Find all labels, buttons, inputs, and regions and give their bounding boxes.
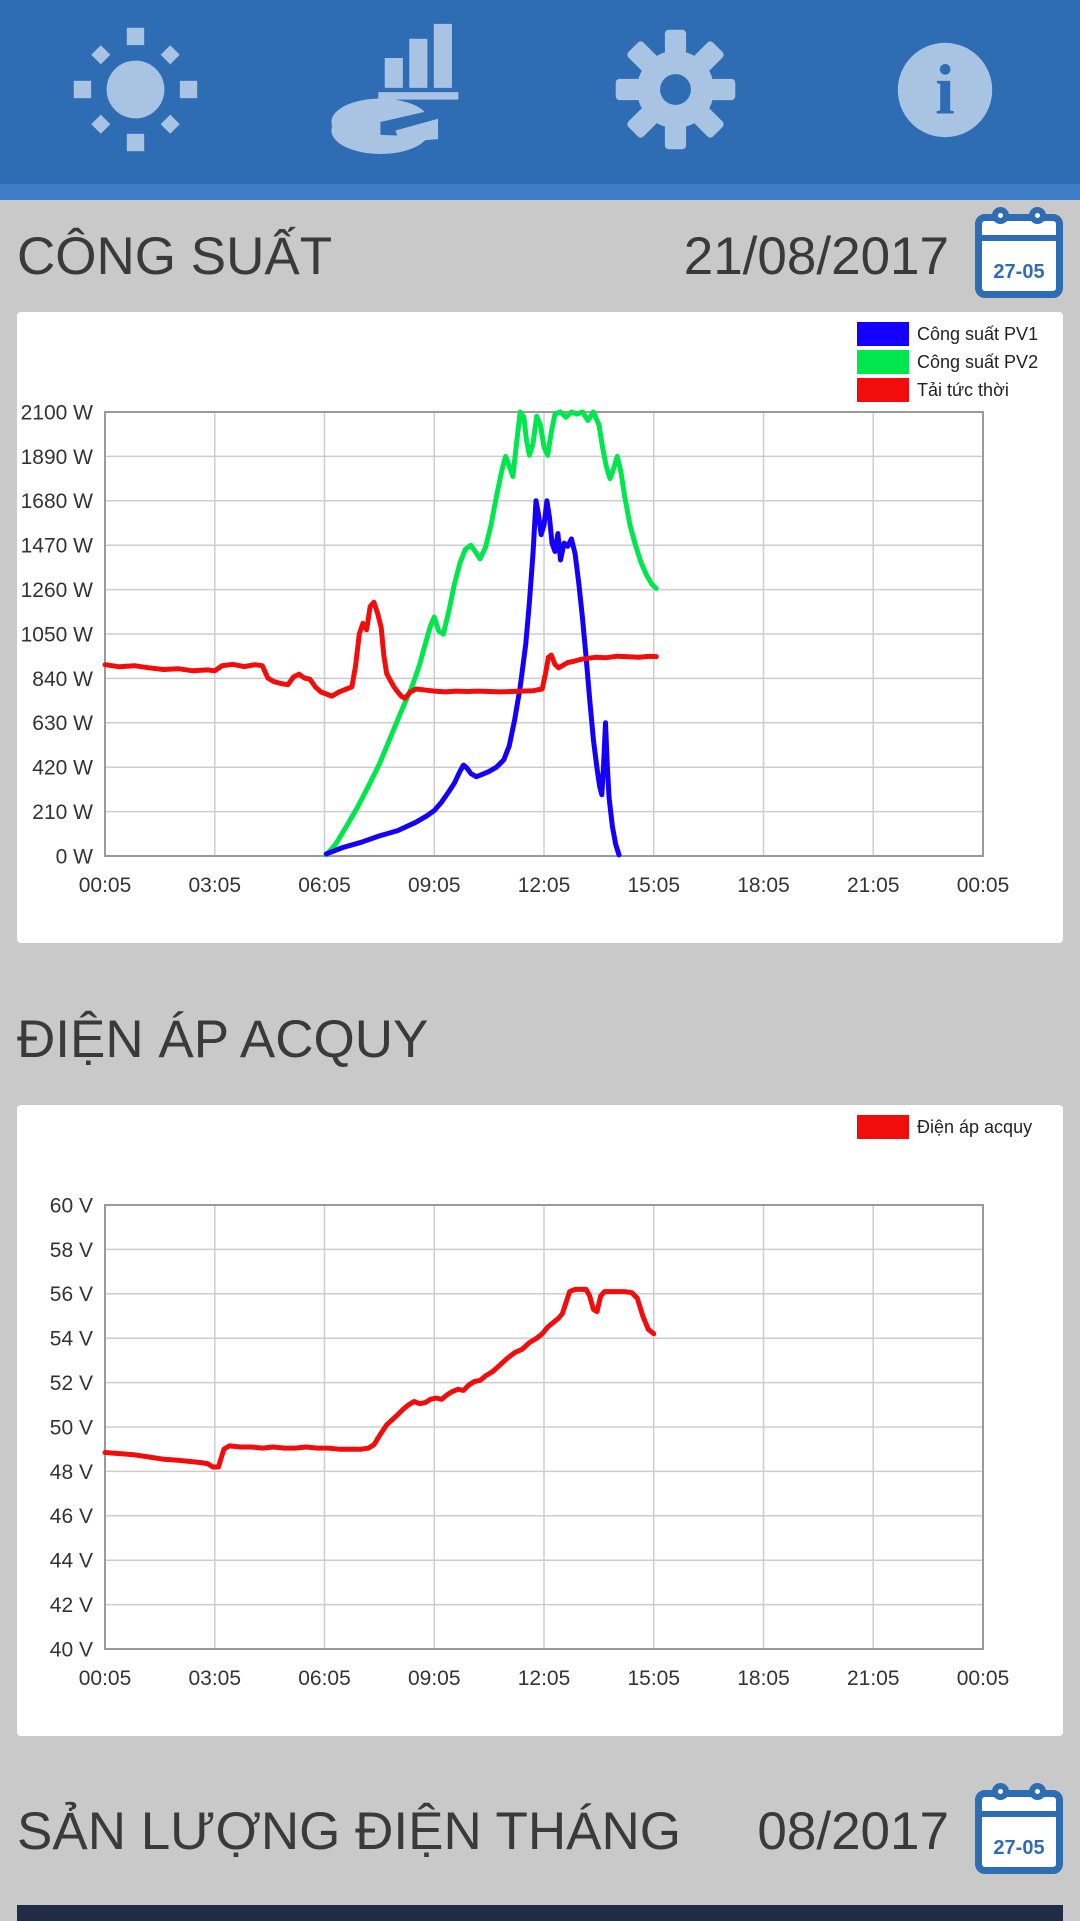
legend-item: Công suất PV1 — [857, 322, 1038, 346]
svg-text:420 W: 420 W — [32, 757, 93, 780]
power-chart-legend: Công suất PV1 Công suất PV2 Tải tức thời — [857, 322, 1038, 406]
next-chart-peek — [17, 1905, 1063, 1921]
svg-text:2100 W: 2100 W — [21, 401, 94, 424]
svg-text:58 V: 58 V — [50, 1239, 93, 1262]
legend-swatch — [857, 322, 909, 346]
svg-text:50 V: 50 V — [50, 1416, 93, 1439]
nav-settings-button[interactable] — [540, 0, 810, 184]
svg-text:21:05: 21:05 — [847, 874, 900, 897]
svg-text:00:05: 00:05 — [79, 874, 132, 897]
svg-text:i: i — [935, 51, 955, 129]
legend-label: Công suất PV2 — [917, 351, 1039, 372]
nav-home-button[interactable] — [0, 0, 270, 184]
power-chart-card: 0 W 210 W 420 W 630 W 840 W 1050 W 1260 W 1470 … — [17, 312, 1063, 943]
monthly-section-header: SẢN LƯỢNG ĐIỆN THÁNG 08/2017 27-05 — [0, 1736, 1080, 1905]
legend-swatch — [857, 1115, 909, 1139]
nav-charts-button[interactable] — [270, 0, 540, 184]
calendar-bar — [982, 1810, 1056, 1817]
svg-text:60 V: 60 V — [50, 1194, 93, 1217]
calendar-ring-icon — [992, 1782, 1009, 1800]
svg-text:18:05: 18:05 — [737, 874, 790, 897]
calendar-ring-icon — [992, 207, 1009, 224]
calendar-bar — [982, 235, 1056, 241]
svg-text:52 V: 52 V — [50, 1372, 93, 1395]
svg-text:15:05: 15:05 — [627, 1667, 680, 1690]
legend-label: Tải tức thời — [917, 379, 1009, 400]
gear-icon — [608, 22, 743, 162]
svg-text:03:05: 03:05 — [188, 874, 241, 897]
svg-text:12:05: 12:05 — [518, 874, 571, 897]
calendar-label: 27-05 — [993, 1836, 1045, 1859]
svg-text:42 V: 42 V — [50, 1594, 93, 1617]
svg-text:09:05: 09:05 — [408, 1667, 461, 1690]
info-icon: i — [886, 31, 1004, 154]
battery-section-header: ĐIỆN ÁP ACQUY — [0, 943, 1080, 1105]
nav-bar: i — [0, 0, 1080, 184]
battery-section-title: ĐIỆN ÁP ACQUY — [17, 1009, 429, 1069]
svg-text:1680 W: 1680 W — [21, 490, 94, 513]
svg-text:00:05: 00:05 — [957, 1667, 1010, 1690]
bar-pie-chart-icon — [325, 15, 485, 170]
svg-text:09:05: 09:05 — [408, 874, 461, 897]
svg-text:06:05: 06:05 — [298, 1667, 351, 1690]
battery-voltage-chart: 40 V 42 V 44 V 46 V 48 V 50 V 52 V 54 V 56 V 58 V… — [17, 1105, 1063, 1741]
svg-text:00:05: 00:05 — [957, 874, 1010, 897]
battery-chart-card: 40 V 42 V 44 V 46 V 48 V 50 V 52 V 54 V 56 V 58 V… — [17, 1105, 1063, 1736]
svg-text:56 V: 56 V — [50, 1283, 93, 1306]
svg-text:12:05: 12:05 — [518, 1667, 571, 1690]
battery-chart-legend: Điện áp acquy — [857, 1115, 1032, 1143]
svg-text:40 V: 40 V — [50, 1638, 93, 1661]
svg-text:210 W: 210 W — [32, 801, 93, 824]
header-strip — [0, 184, 1080, 200]
legend-label: Công suất PV1 — [917, 323, 1039, 344]
svg-text:03:05: 03:05 — [188, 1667, 241, 1690]
calendar-label: 27-05 — [993, 261, 1045, 283]
legend-swatch — [857, 350, 909, 374]
calendar-ring-icon — [1029, 207, 1046, 224]
svg-text:46 V: 46 V — [50, 1505, 93, 1528]
svg-text:21:05: 21:05 — [847, 1667, 900, 1690]
legend-label: Điện áp acquy — [917, 1116, 1033, 1137]
legend-swatch — [857, 378, 909, 402]
power-chart: 0 W 210 W 420 W 630 W 840 W 1050 W 1260 W 1470 … — [17, 312, 1063, 948]
monthly-section-title: SẢN LƯỢNG ĐIỆN THÁNG — [17, 1802, 682, 1861]
calendar-date-picker-monthly[interactable]: 27-05 — [975, 1782, 1063, 1874]
power-section-title: CÔNG SUẤT — [17, 226, 333, 286]
legend-item: Tải tức thời — [857, 378, 1038, 402]
legend-item: Điện áp acquy — [857, 1115, 1032, 1139]
sun-icon — [68, 22, 203, 162]
svg-text:18:05: 18:05 — [737, 1667, 790, 1690]
svg-text:00:05: 00:05 — [79, 1667, 132, 1690]
svg-text:1470 W: 1470 W — [21, 535, 94, 558]
svg-text:630 W: 630 W — [32, 712, 93, 735]
svg-text:44 V: 44 V — [50, 1550, 93, 1573]
svg-text:1890 W: 1890 W — [21, 446, 94, 469]
calendar-ring-icon — [1029, 1782, 1046, 1800]
svg-text:0 W: 0 W — [56, 845, 94, 868]
svg-text:15:05: 15:05 — [627, 874, 680, 897]
nav-info-button[interactable]: i — [810, 0, 1080, 184]
monthly-date-label: 08/2017 — [757, 1802, 949, 1861]
power-section-header: CÔNG SUẤT 21/08/2017 27-05 — [0, 200, 1080, 312]
svg-text:840 W: 840 W — [32, 668, 93, 691]
svg-text:06:05: 06:05 — [298, 874, 351, 897]
legend-item: Công suất PV2 — [857, 350, 1038, 374]
svg-text:1050 W: 1050 W — [21, 623, 94, 646]
svg-text:54 V: 54 V — [50, 1328, 93, 1351]
svg-text:1260 W: 1260 W — [21, 579, 94, 602]
svg-text:48 V: 48 V — [50, 1461, 93, 1484]
power-date-label: 21/08/2017 — [683, 226, 949, 286]
calendar-date-picker-power[interactable]: 27-05 — [975, 207, 1063, 298]
